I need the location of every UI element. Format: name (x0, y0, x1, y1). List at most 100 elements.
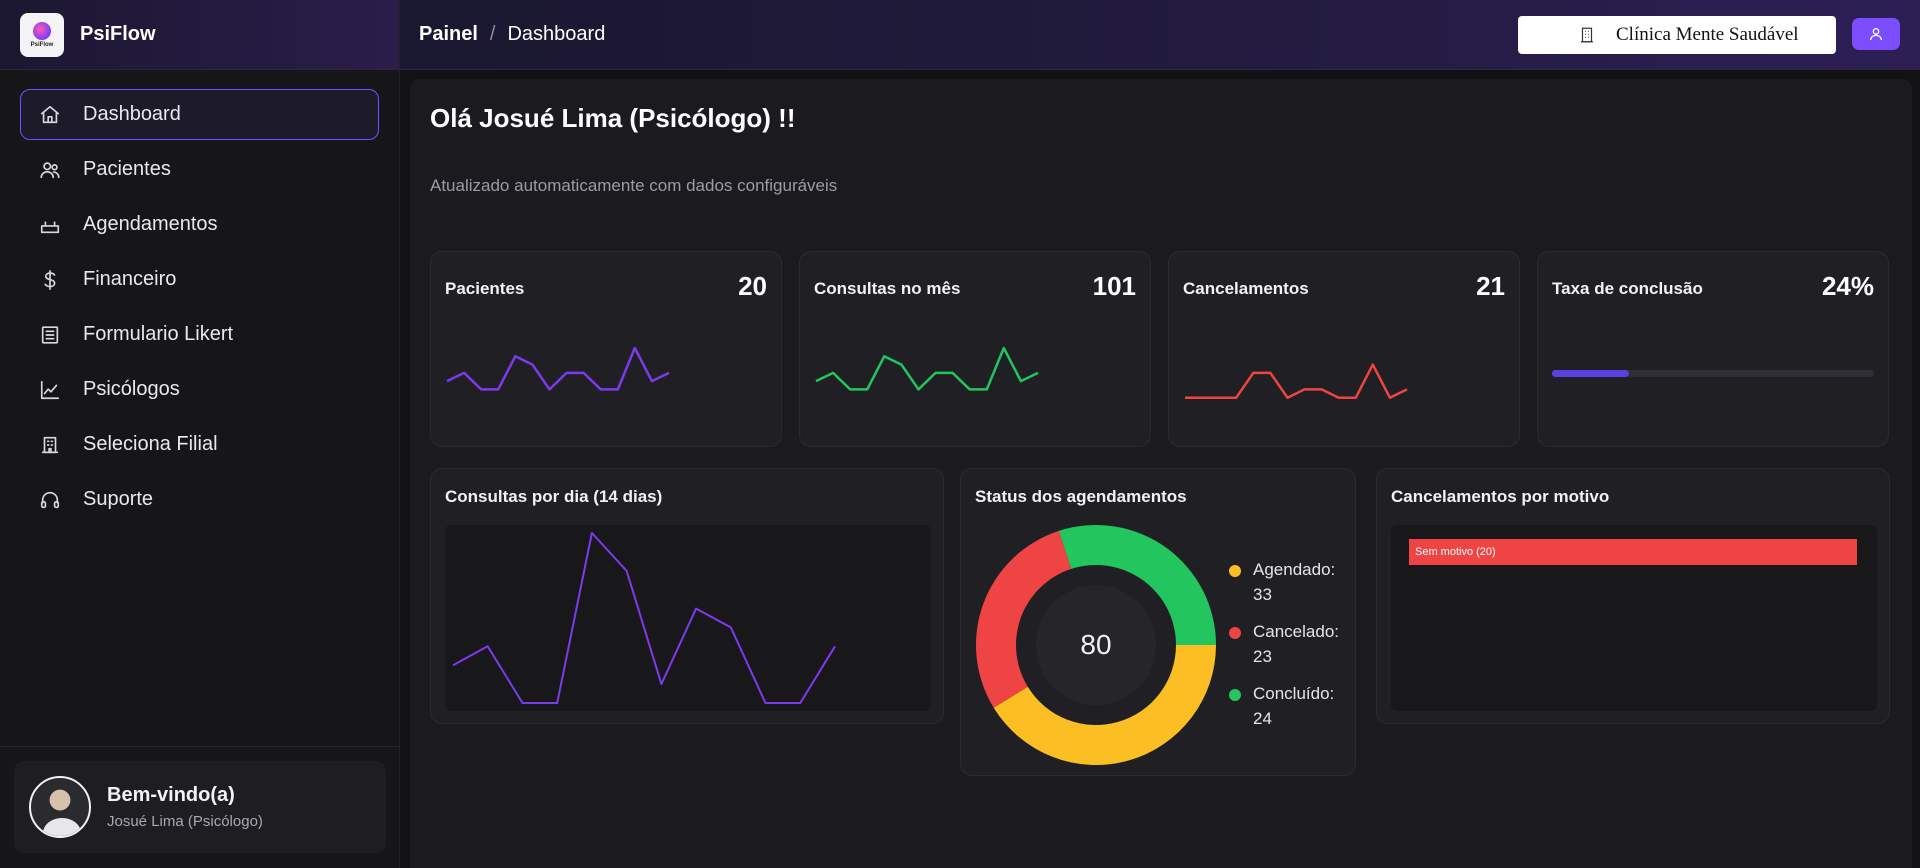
legend-label: Agendado: (1253, 560, 1336, 579)
brand-name: PsiFlow (80, 23, 156, 45)
brand-logo[interactable]: PsiFlow (20, 12, 64, 57)
kpi-title: Taxa de conclusão (1552, 279, 1703, 298)
sparkline-consultas (815, 346, 1039, 391)
page-subtitle: Atualizado automaticamente com dados con… (430, 176, 838, 195)
sidebar-item-label: Formulario Likert (83, 323, 234, 345)
completion-progress-track (1552, 370, 1874, 377)
breadcrumb-current: Dashboard (507, 23, 606, 45)
clinic-selector[interactable]: Clínica Mente Saudável (1518, 16, 1836, 54)
panel-title: Cancelamentos por motivo (1391, 487, 1610, 506)
panel-title: Status dos agendamentos (975, 487, 1187, 506)
legend-item-agendado[interactable]: Agendado: 33 (1229, 557, 1349, 607)
sparkline-pacientes (446, 346, 670, 391)
sidebar-item-label: Financeiro (83, 268, 177, 290)
daily-series-line (452, 532, 836, 704)
main-content: Olá Josué Lima (Psicólogo) !! Atualizado… (410, 79, 1912, 868)
status-donut-chart: 80 (976, 525, 1216, 765)
panel-consultas-por-dia: Consultas por dia (14 dias) (430, 468, 944, 724)
completion-progress-fill (1552, 370, 1630, 377)
sidebar-item-label: Agendamentos (83, 213, 218, 235)
sidebar-item-pacientes[interactable]: Pacientes (20, 144, 379, 195)
donut-slice-concluído[interactable] (1058, 525, 1216, 645)
bar-sem-motivo[interactable]: Sem motivo (20) (1409, 539, 1857, 565)
sidebar-item-seleciona-filial[interactable]: Seleciona Filial (20, 419, 379, 470)
sidebar-item-label: Dashboard (83, 103, 181, 125)
building-icon (37, 432, 63, 458)
breadcrumb: Painel / Dashboard (419, 23, 605, 46)
sidebar-item-agendamentos[interactable]: Agendamentos (20, 199, 379, 250)
sidebar: PsiFlow PsiFlow Dashboard Pacientes Agen… (0, 0, 400, 868)
kpi-value: 101 (1092, 271, 1136, 301)
panel-cancelamentos-motivo: Cancelamentos por motivo Sem motivo (20) (1376, 468, 1890, 724)
building-icon (1581, 27, 1593, 43)
legend-swatch (1229, 565, 1241, 577)
sparkline-line (446, 346, 670, 391)
clinic-name: Clínica Mente Saudável (1616, 24, 1799, 45)
legend-item-concluido[interactable]: Concluído: 24 (1229, 681, 1349, 731)
donut-center (1036, 585, 1156, 705)
legend-item-cancelado[interactable]: Cancelado: 23 (1229, 619, 1349, 669)
sidebar-item-dashboard[interactable]: Dashboard (20, 89, 379, 140)
sidebar-item-label: Psicólogos (83, 378, 180, 400)
legend-swatch (1229, 689, 1241, 701)
logo-mark-icon (33, 21, 51, 40)
panel-status-agendamentos: Status dos agendamentos 80 Agendado: 33 C… (960, 468, 1356, 776)
calendar-tray-icon (37, 212, 63, 238)
logo-text: PsiFlow (30, 41, 54, 48)
sidebar-nav: Dashboard Pacientes Agendamentos Finance… (0, 70, 399, 525)
legend-label: Concluído: (1253, 684, 1335, 703)
legend-label: Cancelado: (1253, 622, 1340, 641)
sidebar-footer: Bem-vindo(a) Josué Lima (Psicólogo) (0, 746, 400, 868)
kpi-title: Pacientes (445, 279, 525, 298)
sidebar-item-financeiro[interactable]: Financeiro (20, 254, 379, 305)
kpi-card-cancelamentos[interactable]: Cancelamentos 21 (1168, 251, 1520, 447)
user-role: Josué Lima (Psicólogo) (107, 813, 263, 830)
kpi-card-consultas[interactable]: Consultas no mês 101 (799, 251, 1151, 447)
kpi-card-taxa-conclusao[interactable]: Taxa de conclusão 24% (1537, 251, 1889, 447)
donut-total: 80 (1080, 629, 1111, 660)
sidebar-item-label: Seleciona Filial (83, 433, 218, 455)
page-title: Olá Josué Lima (Psicólogo) !! (430, 103, 796, 133)
user-card[interactable]: Bem-vindo(a) Josué Lima (Psicólogo) (14, 761, 386, 853)
sidebar-item-suporte[interactable]: Suporte (20, 474, 379, 525)
kpi-title: Consultas no mês (814, 279, 961, 298)
brand: PsiFlow PsiFlow (0, 0, 399, 70)
panel-title: Consultas por dia (14 dias) (445, 487, 663, 506)
sidebar-item-formulario-likert[interactable]: Formulario Likert (20, 309, 379, 360)
home-icon (37, 102, 63, 128)
kpi-title: Cancelamentos (1183, 279, 1309, 298)
dollar-icon (37, 267, 63, 293)
donut-slice-agendado[interactable] (993, 645, 1216, 765)
sidebar-item-label: Suporte (83, 488, 154, 510)
legend-value: 33 (1253, 585, 1272, 604)
user-icon (1870, 28, 1882, 41)
kpi-value: 20 (738, 271, 767, 301)
bar-chart-area: Sem motivo (20) (1391, 525, 1877, 711)
kpi-value: 21 (1476, 271, 1505, 301)
avatar (29, 776, 91, 838)
legend-swatch (1229, 627, 1241, 639)
legend-value: 24 (1253, 709, 1272, 728)
breadcrumb-separator: / (489, 23, 496, 45)
sparkline-cancelamentos (1185, 363, 1408, 399)
donut-slice-cancelado[interactable] (976, 530, 1072, 708)
chart-line-icon (37, 377, 63, 403)
breadcrumb-root[interactable]: Painel (419, 23, 478, 45)
sidebar-item-label: Pacientes (83, 158, 171, 180)
sparkline-line (1185, 363, 1408, 399)
list-icon (37, 322, 63, 348)
headphones-icon (37, 487, 63, 513)
bar-label: Sem motivo (20) (1415, 546, 1496, 558)
sparkline-line (815, 346, 1039, 391)
legend-value: 23 (1253, 647, 1272, 666)
top-header: Painel / Dashboard Clínica Mente Saudáve… (400, 0, 1920, 70)
kpi-card-pacientes[interactable]: Pacientes 20 (430, 251, 782, 447)
sidebar-item-psicologos[interactable]: Psicólogos (20, 364, 379, 415)
line-chart-area (445, 525, 931, 711)
users-icon (37, 157, 63, 183)
status-legend: Agendado: 33 Cancelado: 23 Concluído: 24 (1229, 557, 1349, 743)
user-menu-button[interactable] (1852, 18, 1900, 50)
kpi-value: 24% (1821, 271, 1874, 301)
user-greeting: Bem-vindo(a) (107, 784, 235, 806)
daily-line-chart (452, 532, 836, 704)
